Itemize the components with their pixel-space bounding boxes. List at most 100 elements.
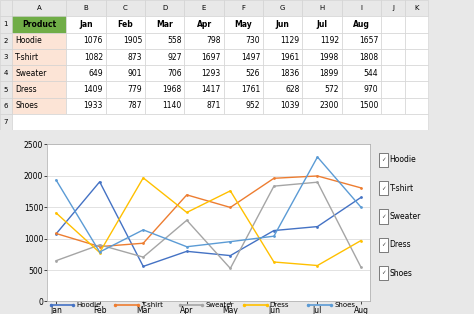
Bar bbox=[106, 16, 145, 33]
Bar bbox=[342, 65, 381, 81]
Text: Sweater: Sweater bbox=[15, 69, 46, 78]
Bar bbox=[184, 16, 224, 33]
Text: 1808: 1808 bbox=[359, 52, 378, 62]
Bar bbox=[405, 81, 428, 98]
Text: Aug: Aug bbox=[353, 20, 370, 29]
Bar bbox=[302, 33, 342, 49]
Text: 1: 1 bbox=[4, 21, 8, 27]
Bar bbox=[381, 98, 405, 114]
Bar bbox=[405, 65, 428, 81]
Bar bbox=[12, 49, 66, 65]
Bar bbox=[12, 98, 66, 114]
Bar bbox=[12, 114, 428, 130]
Text: 1968: 1968 bbox=[162, 85, 182, 94]
Bar bbox=[379, 266, 388, 280]
Bar bbox=[0, 49, 12, 65]
Bar bbox=[224, 65, 263, 81]
Bar bbox=[263, 0, 302, 16]
Bar bbox=[66, 49, 106, 65]
Text: T-shirt: T-shirt bbox=[141, 301, 163, 308]
Text: 871: 871 bbox=[207, 101, 221, 111]
Text: Shoes: Shoes bbox=[390, 268, 412, 278]
Bar bbox=[12, 33, 66, 49]
Text: Jun: Jun bbox=[276, 20, 290, 29]
Text: Mar: Mar bbox=[156, 20, 173, 29]
Bar bbox=[302, 0, 342, 16]
Text: ✓: ✓ bbox=[381, 186, 386, 191]
Text: Jul: Jul bbox=[317, 20, 328, 29]
Text: 544: 544 bbox=[364, 69, 378, 78]
Bar bbox=[263, 49, 302, 65]
Text: 1761: 1761 bbox=[241, 85, 260, 94]
Bar bbox=[145, 16, 184, 33]
Bar bbox=[302, 16, 342, 33]
Text: 7: 7 bbox=[4, 119, 8, 125]
Text: 2: 2 bbox=[4, 38, 8, 44]
Bar bbox=[66, 16, 106, 33]
Bar bbox=[184, 0, 224, 16]
Bar bbox=[145, 65, 184, 81]
Text: 952: 952 bbox=[246, 101, 260, 111]
Text: Dress: Dress bbox=[390, 240, 411, 249]
Bar bbox=[106, 98, 145, 114]
Text: 1076: 1076 bbox=[83, 36, 103, 45]
Text: 706: 706 bbox=[167, 69, 182, 78]
Bar bbox=[263, 16, 302, 33]
Bar bbox=[12, 16, 66, 33]
Bar bbox=[405, 98, 428, 114]
Text: 787: 787 bbox=[128, 101, 142, 111]
Text: 1905: 1905 bbox=[123, 36, 142, 45]
Bar bbox=[379, 238, 388, 252]
Text: 1082: 1082 bbox=[84, 52, 103, 62]
Bar bbox=[224, 0, 263, 16]
Bar bbox=[145, 33, 184, 49]
Bar bbox=[381, 33, 405, 49]
Bar bbox=[405, 33, 428, 49]
Bar bbox=[106, 81, 145, 98]
Text: Apr: Apr bbox=[197, 20, 211, 29]
Text: K: K bbox=[414, 5, 419, 11]
Bar bbox=[0, 65, 12, 81]
Bar bbox=[381, 49, 405, 65]
Bar bbox=[12, 0, 66, 16]
Bar bbox=[66, 65, 106, 81]
Bar bbox=[263, 81, 302, 98]
Bar bbox=[302, 98, 342, 114]
Bar bbox=[342, 49, 381, 65]
Text: E: E bbox=[202, 5, 206, 11]
Bar bbox=[342, 33, 381, 49]
Bar bbox=[184, 81, 224, 98]
Bar bbox=[12, 81, 66, 98]
Text: 1140: 1140 bbox=[162, 101, 182, 111]
Bar bbox=[106, 49, 145, 65]
Bar bbox=[66, 98, 106, 114]
Bar bbox=[224, 81, 263, 98]
Bar bbox=[379, 181, 388, 195]
Text: F: F bbox=[241, 5, 246, 11]
Bar bbox=[342, 81, 381, 98]
Bar bbox=[224, 33, 263, 49]
Bar bbox=[0, 98, 12, 114]
Text: G: G bbox=[280, 5, 285, 11]
Text: 1500: 1500 bbox=[359, 101, 378, 111]
Bar bbox=[381, 16, 405, 33]
Text: 1409: 1409 bbox=[83, 85, 103, 94]
Bar bbox=[224, 98, 263, 114]
Text: ✓: ✓ bbox=[381, 214, 386, 219]
Bar bbox=[405, 16, 428, 33]
Text: T-shirt: T-shirt bbox=[15, 52, 39, 62]
Text: 572: 572 bbox=[324, 85, 339, 94]
Bar bbox=[381, 81, 405, 98]
Text: 1961: 1961 bbox=[280, 52, 300, 62]
Bar bbox=[0, 16, 12, 33]
Bar bbox=[0, 33, 12, 49]
Text: Jan: Jan bbox=[79, 20, 93, 29]
Text: 1039: 1039 bbox=[280, 101, 300, 111]
Text: 970: 970 bbox=[364, 85, 378, 94]
Text: Hoodie: Hoodie bbox=[390, 155, 416, 165]
Text: 1657: 1657 bbox=[359, 36, 378, 45]
Text: B: B bbox=[83, 5, 89, 11]
Bar bbox=[342, 98, 381, 114]
Bar bbox=[224, 16, 263, 33]
Text: 3: 3 bbox=[4, 54, 8, 60]
